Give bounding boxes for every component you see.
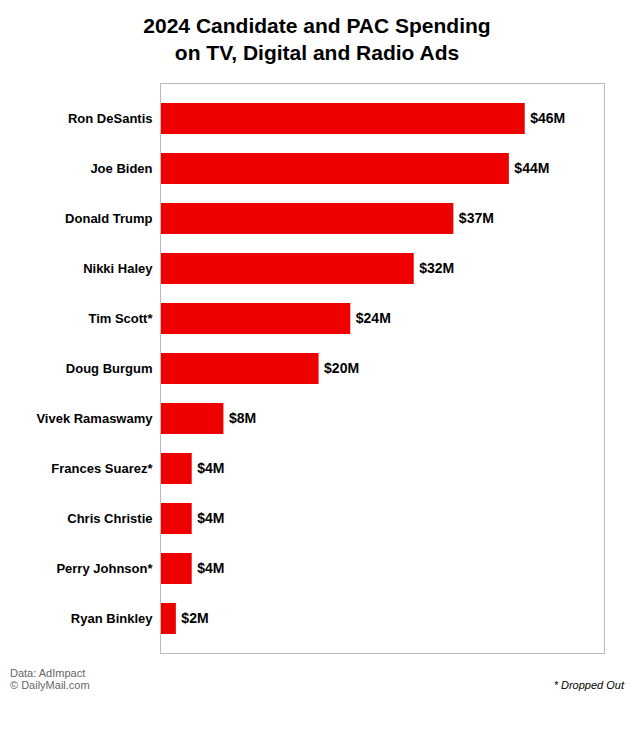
svg-text:$46M: $46M [530, 110, 565, 126]
svg-text:$4M: $4M [197, 460, 224, 476]
svg-text:Chris Christie: Chris Christie [67, 511, 152, 526]
html-text:Data: AdImpact © DailyMail.com: Data: AdImpact © DailyMail.com [10, 666, 90, 691]
svg-text:Doug Burgum: Doug Burgum [66, 361, 153, 376]
svg-text:Tim Scott*: Tim Scott* [88, 311, 153, 326]
svg-text:Ron DeSantis: Ron DeSantis [68, 111, 153, 126]
svg-text:$32M: $32M [419, 260, 454, 276]
svg-text:$44M: $44M [514, 160, 549, 176]
svg-text:Frances Suarez*: Frances Suarez* [51, 461, 153, 476]
svg-text:$8M: $8M [229, 410, 256, 426]
svg-text:Ryan Binkley: Ryan Binkley [71, 611, 153, 626]
svg-text:Donald Trump: Donald Trump [65, 211, 152, 226]
svg-text:Joe Biden: Joe Biden [90, 161, 152, 176]
html-text:2024 Candidate and PAC Spendin: 2024 Candidate and PAC Spending on TV, D… [143, 14, 491, 65]
svg-text:$20M: $20M [324, 360, 359, 376]
svg-text:Perry Johnson*: Perry Johnson* [56, 561, 153, 576]
svg-text:Nikki Haley: Nikki Haley [83, 261, 153, 276]
svg-text:$37M: $37M [459, 210, 494, 226]
svg-text:$2M: $2M [181, 610, 208, 626]
svg-text:$4M: $4M [197, 560, 224, 576]
svg-text:$24M: $24M [356, 310, 391, 326]
svg-text:Vivek Ramaswamy: Vivek Ramaswamy [36, 411, 153, 426]
html-text:* Dropped Out: * Dropped Out [553, 678, 624, 691]
svg-text:$4M: $4M [197, 510, 224, 526]
